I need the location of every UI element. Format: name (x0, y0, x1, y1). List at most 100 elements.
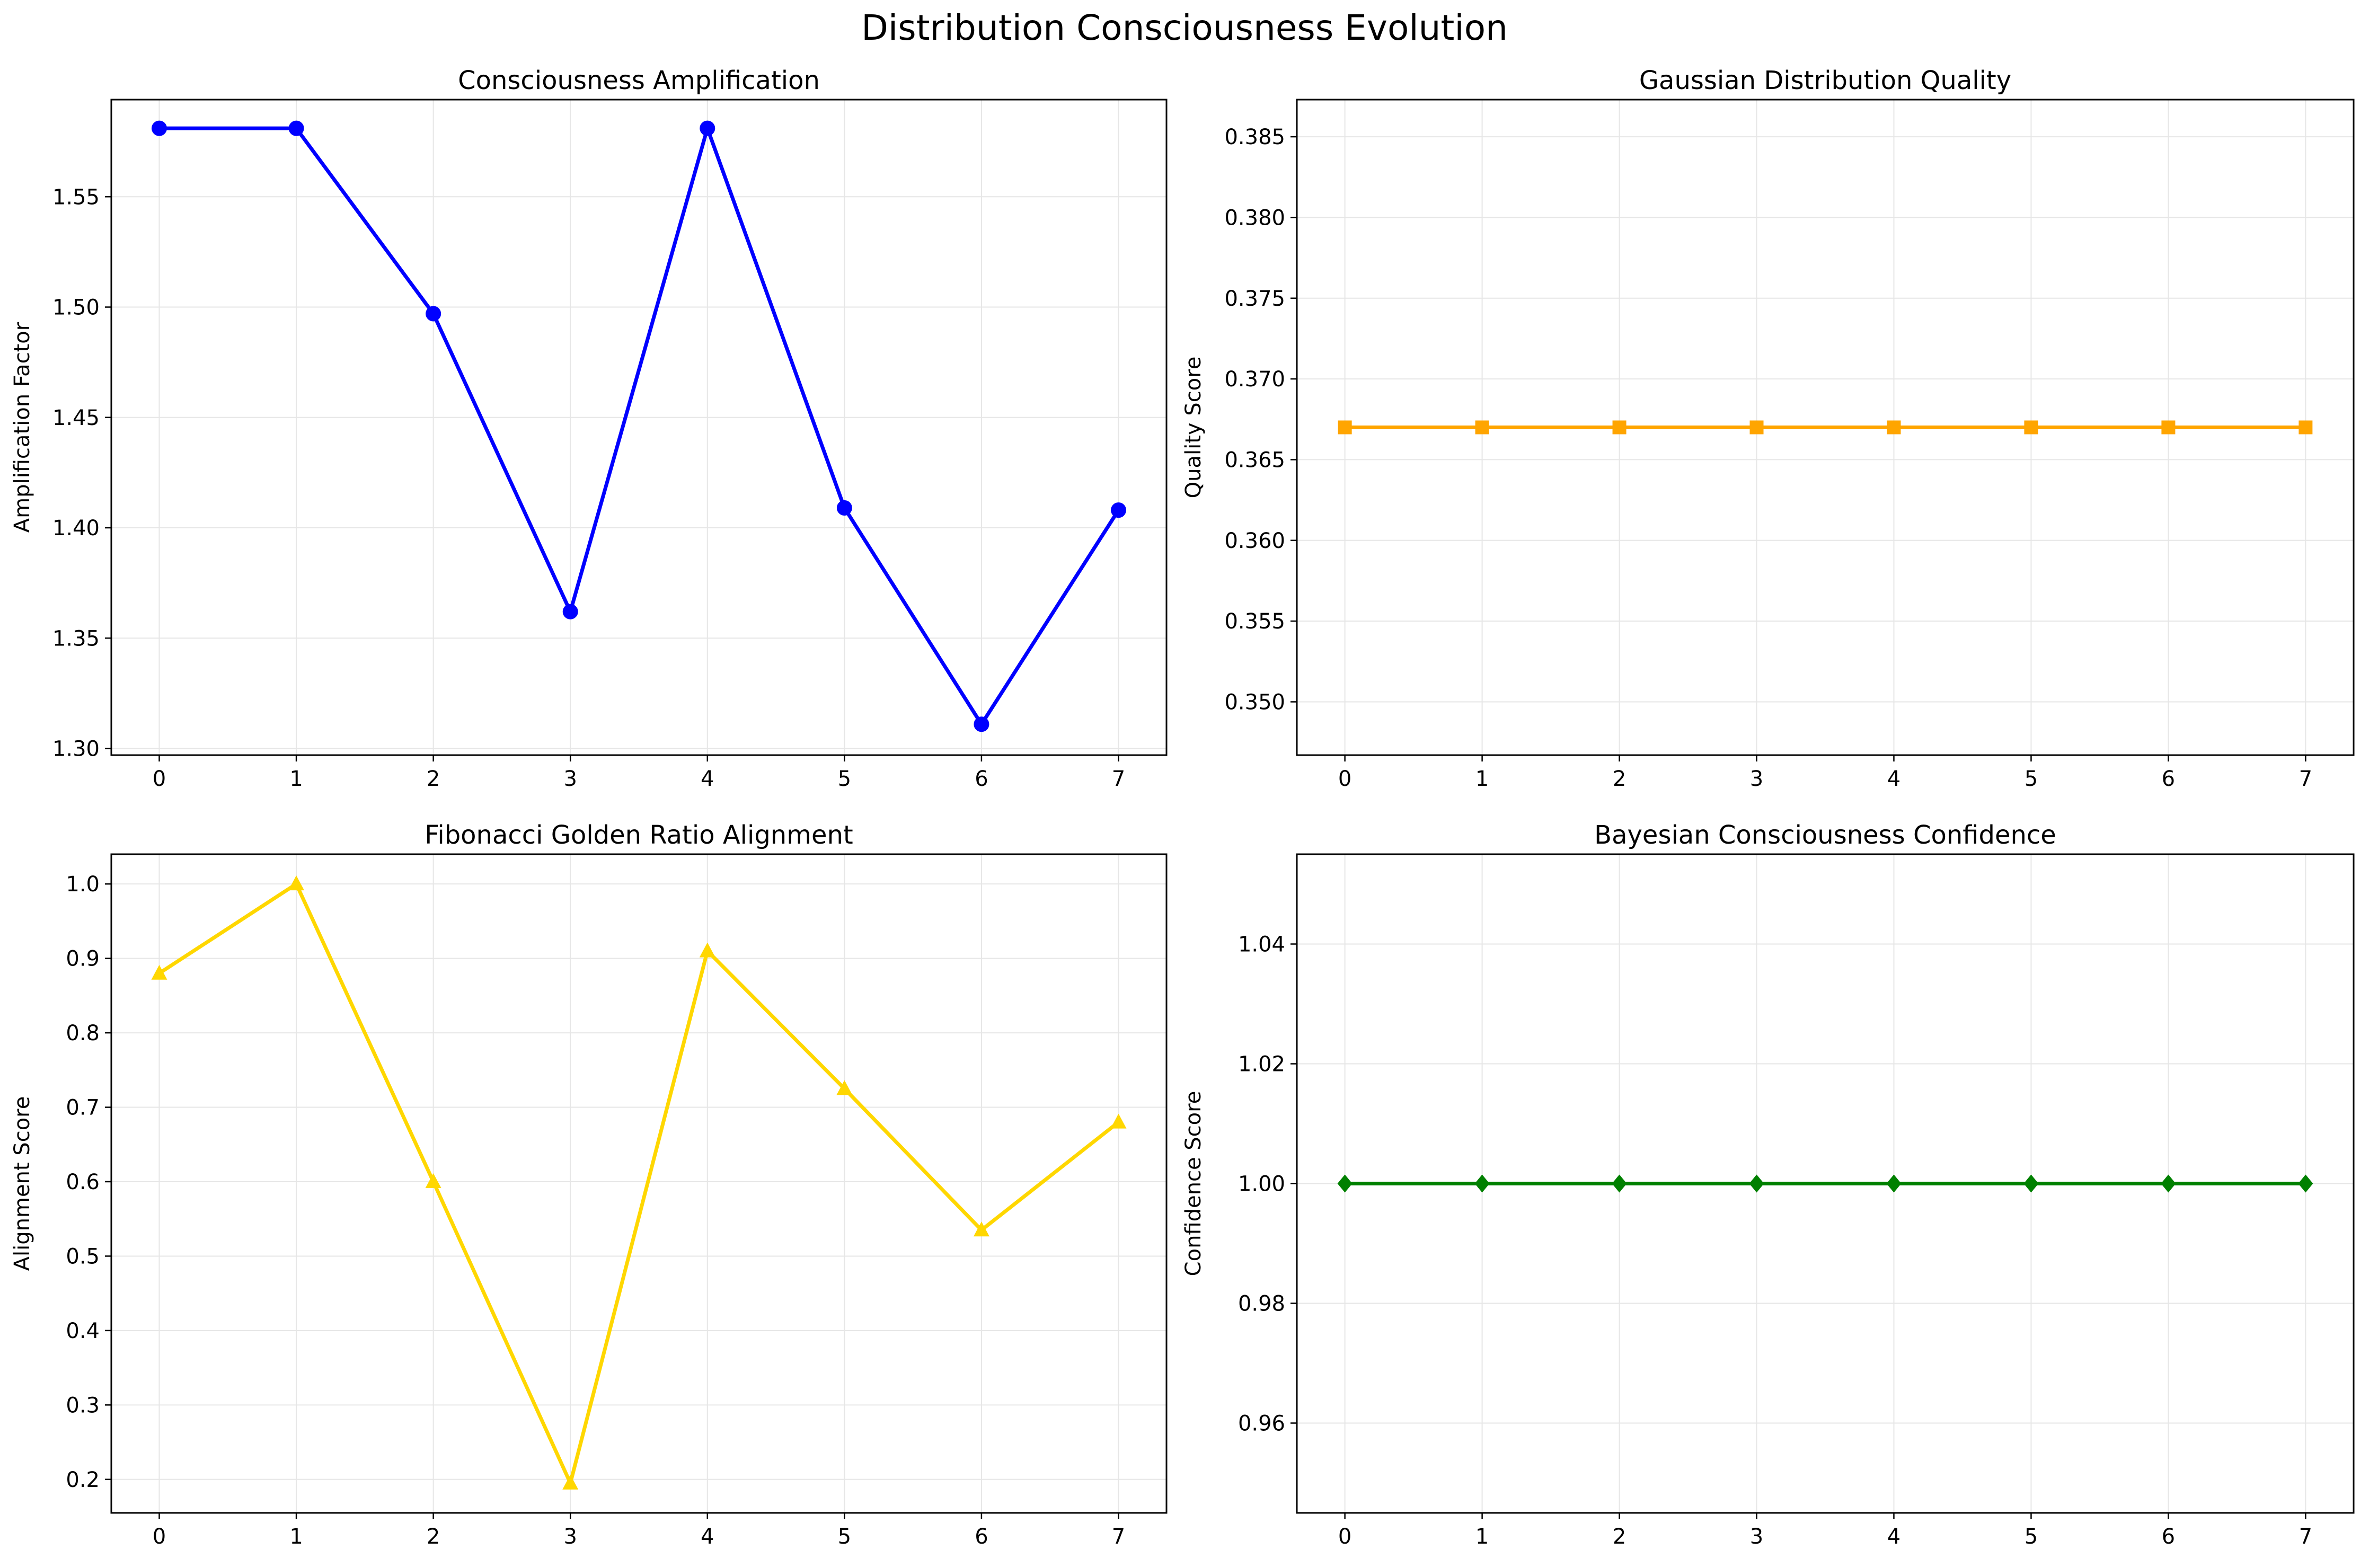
y-tick-label: 0.375 (1224, 287, 1285, 311)
x-tick-label: 5 (838, 767, 851, 791)
data-point (699, 942, 715, 958)
y-tick-label: 0.380 (1224, 206, 1285, 230)
data-point (151, 964, 167, 980)
y-tick-label: 0.5 (66, 1244, 100, 1269)
subplot-title: Gaussian Distribution Quality (1639, 66, 2011, 95)
axes-frame (110, 99, 1168, 756)
y-tick-label: 0.9 (66, 947, 100, 971)
y-tick-label: 0.3 (66, 1393, 100, 1418)
x-tick-label: 6 (975, 1525, 988, 1549)
y-tick-label: 0.4 (66, 1319, 100, 1343)
x-tick-label: 4 (701, 767, 714, 791)
x-tick-label: 1 (289, 1525, 303, 1549)
data-point (1110, 1113, 1127, 1129)
figure-title: Distribution Consciousness Evolution (861, 7, 1508, 48)
y-tick-label: 0.355 (1224, 609, 1285, 634)
y-tick-label: 0.350 (1224, 690, 1285, 714)
data-point (288, 875, 305, 891)
x-tick-label: 3 (1750, 767, 1763, 791)
y-tick-label: 1.04 (1238, 933, 1285, 957)
data-point (1749, 420, 1764, 435)
data-point (1612, 420, 1627, 435)
x-tick-label: 1 (1475, 1525, 1489, 1549)
x-tick-label: 5 (838, 1525, 851, 1549)
y-tick-label: 1.55 (52, 185, 100, 209)
x-tick-label: 4 (1887, 1525, 1900, 1549)
y-tick-label: 1.02 (1238, 1052, 1285, 1077)
x-tick-label: 2 (427, 767, 440, 791)
data-point (2161, 420, 2176, 435)
series-line (159, 126, 1120, 727)
data-point (1474, 1174, 1490, 1193)
x-tick-label: 1 (289, 767, 303, 791)
y-axis-label: Amplification Factor (10, 322, 34, 533)
data-point (152, 120, 167, 136)
axes-frame (110, 853, 1168, 1514)
y-tick-label: 1.45 (52, 406, 100, 430)
y-tick-label: 1.30 (52, 737, 100, 761)
data-point (1886, 1174, 1902, 1193)
y-tick-label: 1.50 (52, 296, 100, 320)
data-point (1612, 1174, 1627, 1193)
data-point (2024, 420, 2038, 435)
data-point (2023, 1174, 2039, 1193)
x-tick-label: 5 (2025, 1525, 2038, 1549)
x-tick-label: 0 (1338, 767, 1351, 791)
subplot-title: Bayesian Consciousness Confidence (1594, 820, 2056, 850)
y-tick-label: 0.360 (1224, 529, 1285, 553)
subplot-title: Fibonacci Golden Ratio Alignment (425, 820, 853, 850)
y-tick-label: 0.98 (1238, 1292, 1285, 1316)
data-point (2298, 1174, 2313, 1193)
data-point (562, 604, 578, 619)
subplot-title: Consciousness Amplification (458, 66, 820, 95)
x-tick-label: 3 (563, 1525, 577, 1549)
series-line (158, 882, 1120, 1485)
subplot-4: 0 1 2 3 4 5 6 7 0.96 0.98 1.00 1.02 1.04 Bayesian Con… (1181, 820, 2355, 1549)
x-tick-label: 7 (1112, 1525, 1125, 1549)
data-point (974, 716, 989, 732)
y-tick-label: 0.6 (66, 1170, 100, 1194)
y-tick-label: 0.7 (66, 1096, 100, 1120)
subplot-2: 0 1 2 3 4 5 6 7 0.350 0.355 0.360 0.365 0.370 0.375 0.… (1181, 66, 2355, 791)
x-tick-label: 7 (2299, 767, 2312, 791)
data-point (2161, 1174, 2176, 1193)
x-tick-label: 7 (1112, 767, 1125, 791)
y-tick-label: 1.0 (66, 872, 100, 897)
y-tick-label: 1.00 (1238, 1172, 1285, 1197)
data-point (2299, 420, 2313, 435)
y-tick-label: 0.370 (1224, 367, 1285, 392)
x-tick-label: 1 (1475, 767, 1489, 791)
data-point (425, 1173, 441, 1188)
x-tick-label: 0 (153, 767, 166, 791)
x-tick-label: 6 (2162, 767, 2175, 791)
x-tick-label: 2 (1613, 767, 1626, 791)
x-tick-label: 6 (2162, 1525, 2175, 1549)
y-tick-label: 0.385 (1224, 125, 1285, 149)
data-point (700, 120, 715, 136)
axes-frame (1296, 99, 2355, 756)
x-tick-label: 3 (563, 767, 577, 791)
x-tick-label: 0 (1338, 1525, 1351, 1549)
y-axis-label: Confidence Score (1181, 1091, 1206, 1277)
data-point (1887, 420, 1901, 435)
data-point (836, 1080, 853, 1095)
data-point (426, 306, 441, 322)
data-point (1337, 1174, 1353, 1193)
y-tick-label: 1.35 (52, 626, 100, 651)
x-tick-label: 2 (1613, 1525, 1626, 1549)
data-point (836, 500, 852, 516)
y-tick-label: 0.96 (1238, 1412, 1285, 1436)
data-point (562, 1474, 579, 1490)
y-tick-label: 0.365 (1224, 448, 1285, 472)
subplot-1: 0 1 2 3 4 5 6 7 1.30 1.35 1.40 1.45 1.50 1.55 Consciou… (10, 66, 1168, 791)
y-tick-label: 1.40 (52, 516, 100, 541)
y-tick-label: 0.2 (66, 1468, 100, 1492)
data-point (1749, 1174, 1764, 1193)
data-point (973, 1221, 989, 1237)
x-tick-label: 2 (427, 1525, 440, 1549)
data-point (1475, 420, 1489, 435)
data-point (1338, 420, 1352, 435)
y-axis-label: Quality Score (1181, 357, 1206, 499)
x-tick-label: 0 (153, 1525, 166, 1549)
